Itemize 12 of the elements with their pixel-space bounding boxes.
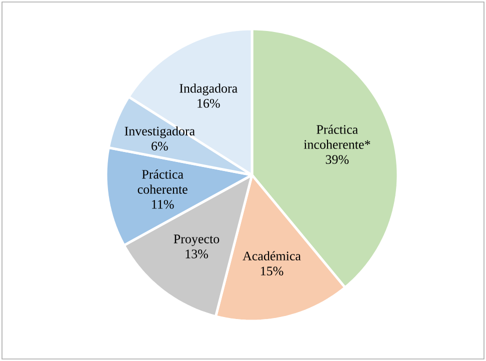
data-label: 6% xyxy=(152,142,168,151)
slice-label: Práctica coherente xyxy=(138,170,188,194)
data-label: 11% xyxy=(152,200,174,209)
data-label: 16% xyxy=(198,98,220,108)
slice-label: Investigadora xyxy=(124,126,195,138)
slice-label: Práctica incoherente* xyxy=(304,124,370,149)
data-label: 15% xyxy=(260,266,284,276)
slice-label: Indagadora xyxy=(180,84,238,96)
data-label: 39% xyxy=(326,155,349,164)
slice-label: Académica xyxy=(242,251,301,260)
data-label: 13% xyxy=(186,250,208,258)
slice-label: Proyecto xyxy=(174,234,220,246)
